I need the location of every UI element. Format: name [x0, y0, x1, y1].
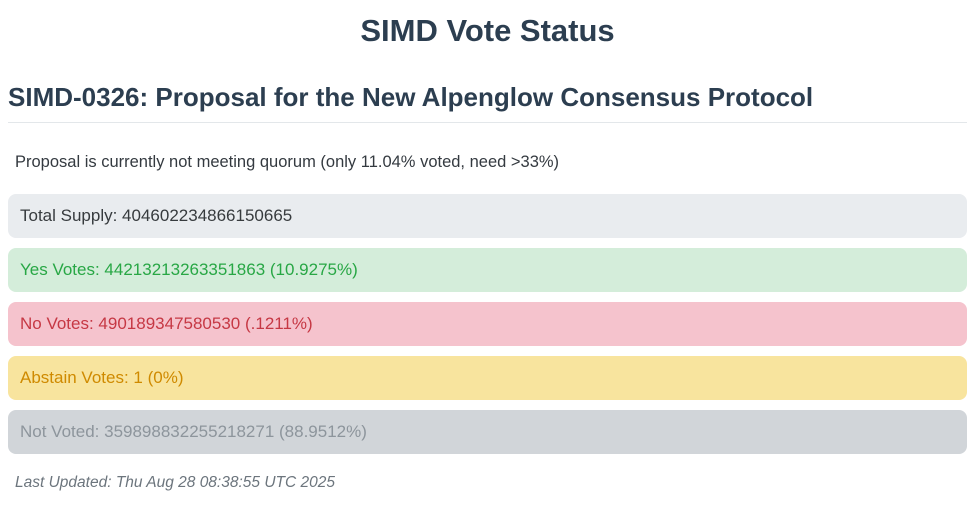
total-supply-bar: Total Supply: 404602234866150665: [8, 193, 967, 238]
not-voted-bar: Not Voted: 359898832255218271 (88.9512%): [8, 409, 967, 454]
yes-votes-bar: Yes Votes: 44213213263351863 (10.9275%): [8, 247, 967, 292]
last-updated-text: Last Updated: Thu Aug 28 08:38:55 UTC 20…: [15, 473, 335, 491]
page-title: SIMD Vote Status: [360, 13, 615, 48]
no-votes-text: No Votes: 490189347580530 (.1211%): [20, 313, 313, 333]
total-supply-text: Total Supply: 404602234866150665: [20, 205, 293, 225]
no-votes-bar: No Votes: 490189347580530 (.1211%): [8, 301, 967, 346]
not-voted-text: Not Voted: 359898832255218271 (88.9512%): [20, 421, 367, 441]
yes-votes-text: Yes Votes: 44213213263351863 (10.9275%): [20, 259, 358, 279]
quorum-status-text: Proposal is currently not meeting quorum…: [15, 152, 560, 171]
proposal-heading: SIMD-0326: Proposal for the New Alpenglo…: [8, 83, 967, 123]
abstain-votes-bar: Abstain Votes: 1 (0%): [8, 355, 967, 400]
abstain-votes-text: Abstain Votes: 1 (0%): [20, 367, 184, 387]
